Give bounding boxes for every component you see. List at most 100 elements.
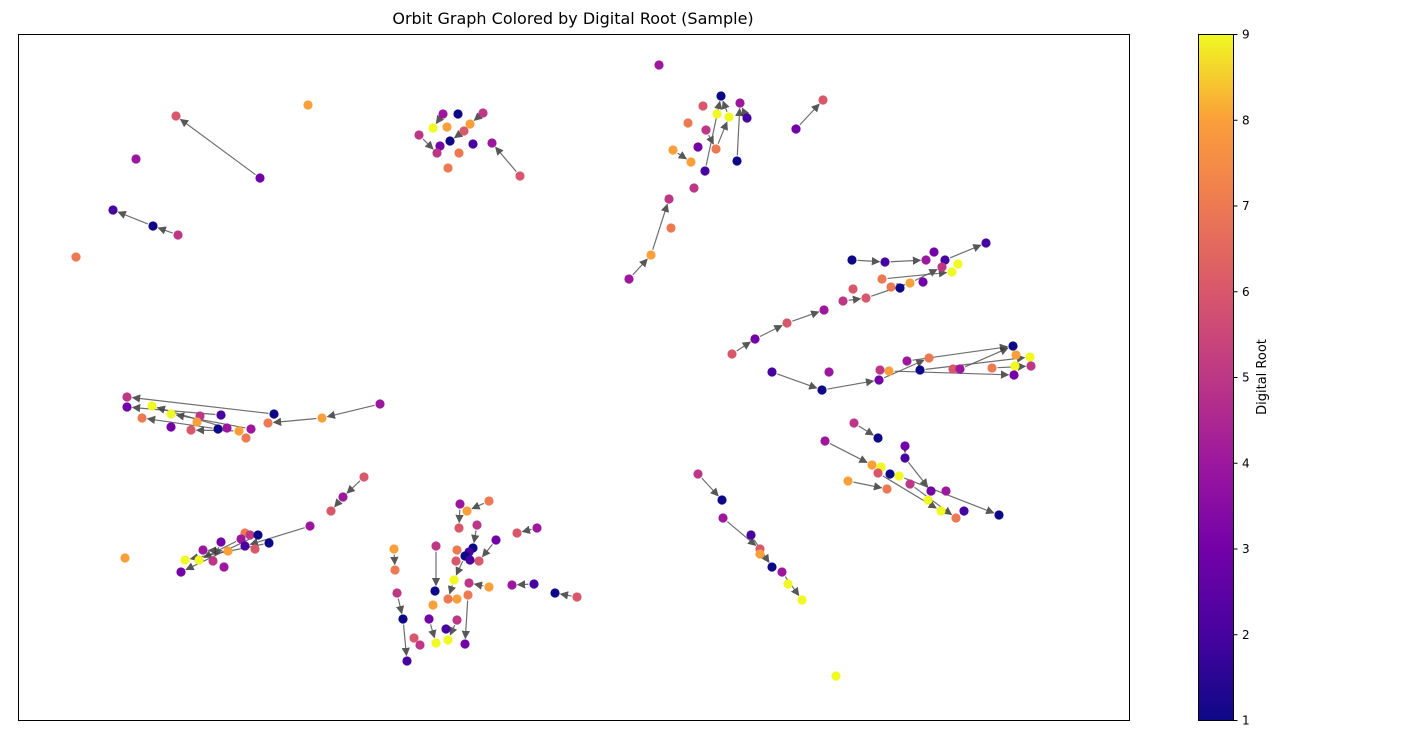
orbit-node-point <box>255 173 265 183</box>
orbit-node-point <box>430 586 440 596</box>
orbit-edge-arrow <box>925 354 1026 370</box>
orbit-node-point <box>767 367 777 377</box>
orbit-node-point <box>213 424 223 434</box>
colorbar-ticks: 1 2 3 4 5 6 7 8 9 <box>1233 28 1250 728</box>
orbit-edge-arrow <box>157 226 173 235</box>
orbit-node-point <box>664 194 674 204</box>
orbit-node-point <box>454 148 464 158</box>
orbit-node-point <box>994 510 1004 520</box>
orbit-node-point <box>375 399 385 409</box>
orbit-edge-arrow <box>455 509 464 524</box>
orbit-edge-arrow <box>827 378 875 390</box>
orbit-node-point <box>507 580 517 590</box>
orbit-node-point <box>755 549 765 559</box>
orbit-node-point <box>921 255 931 265</box>
orbit-node-point <box>900 441 910 451</box>
orbit-node-point <box>451 556 461 566</box>
orbit-edge-arrow <box>907 462 929 488</box>
colorbar-tick-label: 3 <box>1242 542 1250 556</box>
orbit-node-point <box>431 638 441 648</box>
orbit-node-point <box>782 318 792 328</box>
orbit-node-point <box>441 624 451 634</box>
orbit-node-point <box>683 118 693 128</box>
orbit-node-point <box>445 136 455 146</box>
orbit-node-point <box>443 635 453 645</box>
orbit-node-point <box>981 238 991 248</box>
orbit-node-point <box>359 472 369 482</box>
orbit-node-point <box>443 594 453 604</box>
orbit-node-point <box>668 145 678 155</box>
orbit-edge-arrow <box>117 210 149 225</box>
orbit-edge-arrow <box>249 527 305 547</box>
orbit-node-point <box>240 541 250 551</box>
orbit-node-point <box>882 484 892 494</box>
orbit-node-point <box>861 293 871 303</box>
orbit-node-point <box>186 425 196 435</box>
orbit-node-point <box>750 334 760 344</box>
orbit-node-point <box>624 274 634 284</box>
orbit-node-point <box>198 545 208 555</box>
orbit-edge-arrow <box>495 146 517 173</box>
orbit-node-point <box>926 486 936 496</box>
orbit-node-point <box>877 274 887 284</box>
orbit-edge-arrow <box>632 258 648 276</box>
orbit-node-point <box>693 469 703 479</box>
orbit-node-point <box>326 506 336 516</box>
orbit-node-point <box>718 513 728 523</box>
orbit-node-point <box>724 112 734 122</box>
orbit-node-point <box>902 356 912 366</box>
colorbar-tick-label: 8 <box>1242 113 1250 127</box>
orbit-node-point <box>120 553 130 563</box>
orbit-node-point <box>712 109 722 119</box>
orbit-edge-arrow <box>799 103 820 126</box>
orbit-edge-arrow <box>175 412 246 429</box>
orbit-node-point <box>959 506 969 516</box>
orbit-edge-arrow <box>857 257 881 266</box>
orbit-edge-arrow <box>131 394 269 414</box>
orbit-edge-arrow <box>887 269 948 280</box>
orbit-edge-arrow <box>964 347 1009 368</box>
orbit-node-point <box>390 565 400 575</box>
orbit-node-point <box>936 506 946 516</box>
orbit-edge-arrow <box>179 118 256 176</box>
orbit-node-point <box>428 600 438 610</box>
orbit-node-point <box>432 148 442 158</box>
orbit-node-point <box>875 365 885 375</box>
orbit-node-point <box>219 562 229 572</box>
orbit-node-point <box>491 535 501 545</box>
orbit-edge-arrow <box>428 624 437 639</box>
orbit-edge-arrow <box>473 112 483 121</box>
orbit-node-point <box>689 183 699 193</box>
orbit-node-point <box>797 595 807 605</box>
orbit-edge-arrow <box>453 129 464 139</box>
orbit-node-point <box>443 163 453 173</box>
orbit-node-point <box>953 259 963 269</box>
orbit-edge-arrow <box>652 203 669 250</box>
orbit-node-point <box>484 582 494 592</box>
orbit-node-point <box>484 496 494 506</box>
orbit-edge-arrow <box>858 425 874 436</box>
orbit-node-point <box>929 247 939 257</box>
orbit-node-point <box>428 123 438 133</box>
orbit-edge-arrow <box>777 373 818 390</box>
orbit-node-point <box>515 171 525 181</box>
orbit-edge-arrow <box>890 256 922 265</box>
orbit-node-point <box>951 513 961 523</box>
orbit-node-point <box>894 471 904 481</box>
orbit-node-point <box>234 426 244 436</box>
orbit-node-point <box>438 109 448 119</box>
orbit-edge-arrow <box>401 624 410 657</box>
orbit-node-point <box>849 418 859 428</box>
orbit-node-point <box>454 523 464 533</box>
orbit-node-point <box>940 255 950 265</box>
orbit-edge-arrow <box>461 600 470 640</box>
orbit-edge-arrow <box>701 477 719 497</box>
orbit-node-point <box>415 640 425 650</box>
orbit-node-point <box>948 364 958 374</box>
orbit-node-point <box>654 60 664 70</box>
orbit-node-point <box>824 367 834 377</box>
orbit-node-point <box>818 95 828 105</box>
orbit-node-point <box>263 418 273 428</box>
orbit-node-point <box>478 108 488 118</box>
orbit-node-point <box>884 366 894 376</box>
